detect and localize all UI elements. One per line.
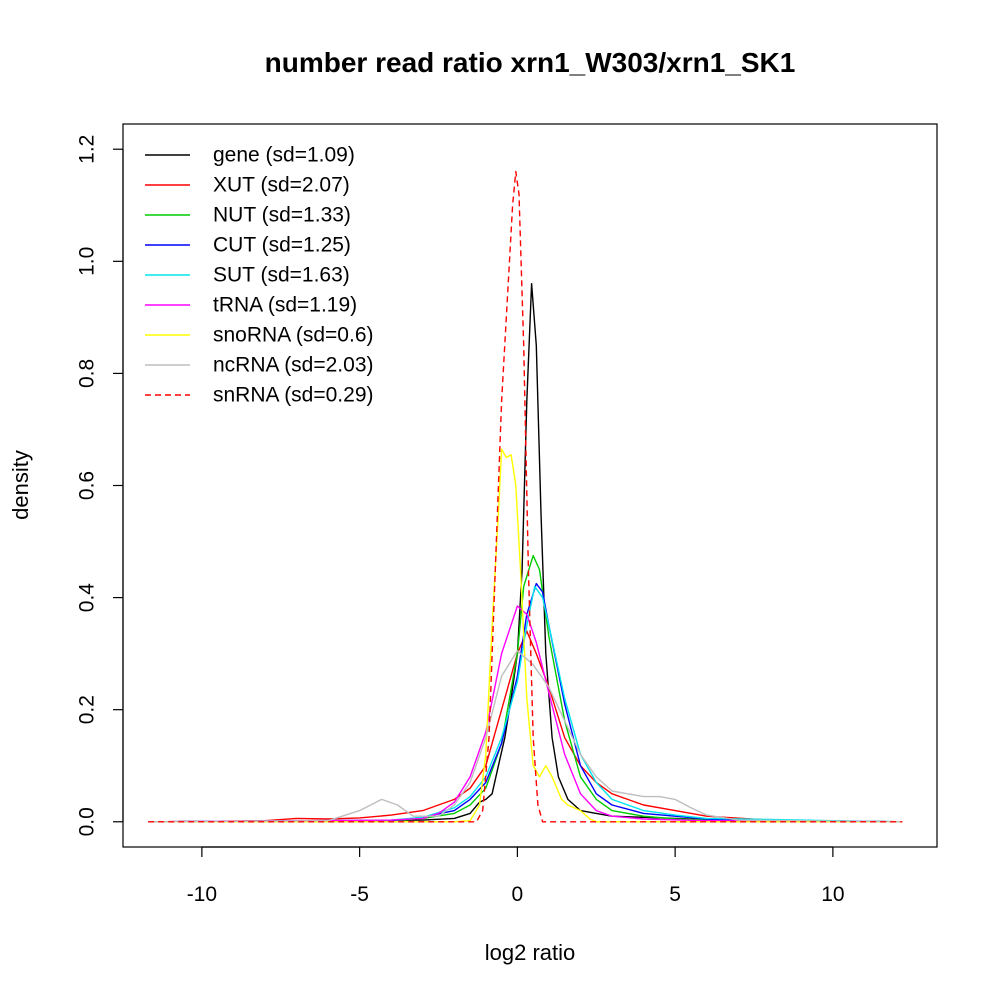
chart-title: number read ratio xrn1_W303/xrn1_SK1 <box>265 47 796 78</box>
legend-label: ncRNA (sd=2.03) <box>213 354 374 377</box>
x-axis-label: log2 ratio <box>485 940 576 965</box>
series-line <box>148 554 903 823</box>
series-line <box>148 448 903 823</box>
y-axis-label: density <box>8 450 33 520</box>
legend-label: XUT (sd=2.07) <box>213 174 350 197</box>
series-line <box>148 650 903 823</box>
series-layer <box>148 170 903 823</box>
x-tick-label: 5 <box>669 883 681 906</box>
legend-label: CUT (sd=1.25) <box>213 234 351 257</box>
legend-label: snoRNA (sd=0.6) <box>213 324 374 347</box>
y-axis: 0.0 0.2 0.4 0.6 0.8 1.0 1.2 <box>76 135 124 836</box>
y-tick-label: 0.8 <box>76 359 99 388</box>
y-tick-label: 0.2 <box>76 695 99 724</box>
series-line <box>148 582 903 823</box>
x-tick-label: 10 <box>821 883 844 906</box>
legend-label: gene (sd=1.09) <box>213 144 355 167</box>
y-tick-label: 0.4 <box>76 583 99 613</box>
y-tick-label: 0.0 <box>76 807 99 836</box>
y-tick-label: 1.0 <box>76 247 99 276</box>
legend-label: NUT (sd=1.33) <box>213 204 351 227</box>
x-tick-label: -5 <box>350 883 369 906</box>
series-line <box>148 170 903 823</box>
y-tick-label: 1.2 <box>76 135 99 164</box>
series-line <box>148 585 903 823</box>
x-tick-label: -10 <box>187 883 217 906</box>
series-line <box>148 283 903 823</box>
legend-label: tRNA (sd=1.19) <box>213 294 357 317</box>
legend: gene (sd=1.09) XUT (sd=2.07) NUT (sd=1.33)… <box>145 144 374 407</box>
series-line <box>148 605 903 823</box>
y-tick-label: 0.6 <box>76 471 99 500</box>
x-axis: -10 -5 0 5 10 <box>187 846 845 906</box>
legend-label: SUT (sd=1.63) <box>213 264 350 287</box>
legend-label: snRNA (sd=0.29) <box>213 384 374 407</box>
x-tick-label: 0 <box>512 883 524 906</box>
